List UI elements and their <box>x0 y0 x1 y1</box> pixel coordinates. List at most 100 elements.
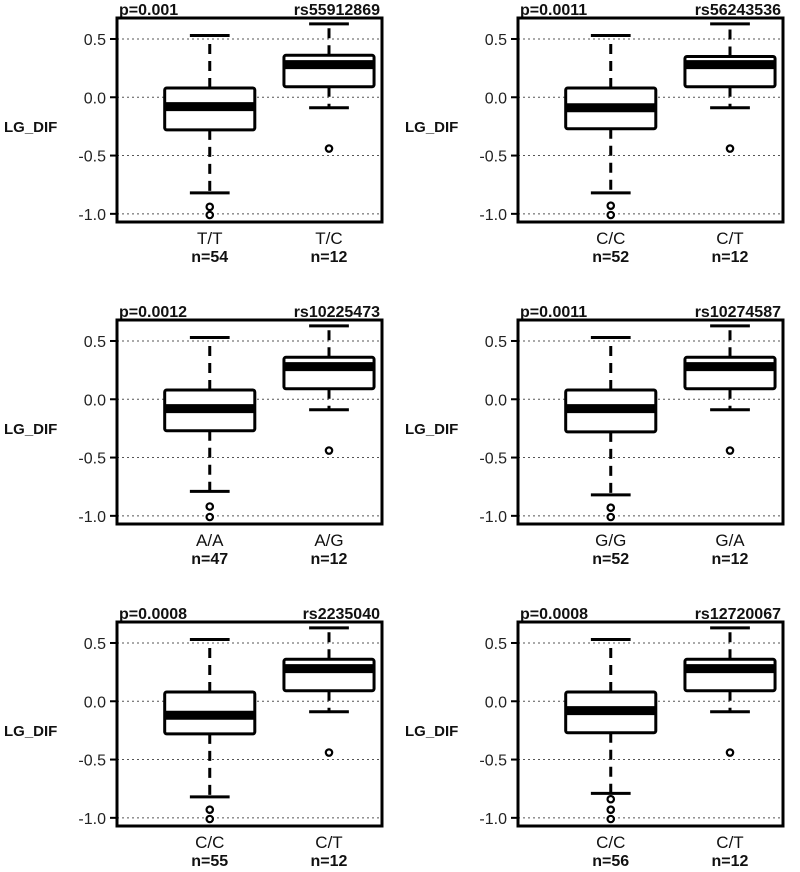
outlier-point <box>606 794 616 804</box>
iqr-box <box>282 355 376 391</box>
p-value-label: p=0.0012 <box>119 304 187 321</box>
box-group-A-A: A/An=47 <box>163 335 257 568</box>
p-value-label: p=0.0011 <box>520 2 587 19</box>
snp-id-label: rs10274587 <box>695 304 781 321</box>
y-tick-label: 0.0 <box>84 694 106 711</box>
plot-frame <box>115 620 384 828</box>
y-tick-label: 0.5 <box>84 636 106 653</box>
outlier-point <box>606 201 616 210</box>
y-axis-label: LG_DIF <box>405 421 458 438</box>
boxplot-panel-4: 0.5 0.0 -0.5 -1.0 LG_DIF p=0.0011 rs10274587 G/… <box>405 304 785 568</box>
y-tick-label: 0.0 <box>485 90 507 107</box>
outlier-point <box>324 144 334 153</box>
sample-size-label: n=12 <box>712 551 749 568</box>
box-group-C-C: C/Cn=52 <box>564 33 658 266</box>
genotype-label: T/C <box>315 229 342 248</box>
outlier-point <box>725 446 735 455</box>
sample-size-label: n=12 <box>712 249 749 266</box>
y-tick-label: -1.0 <box>479 207 507 224</box>
outlier-point <box>205 805 215 814</box>
iqr-box <box>683 657 777 693</box>
genotype-label: T/T <box>197 229 223 248</box>
genotype-label: C/C <box>596 229 625 248</box>
box-group-A-G: A/Gn=12 <box>282 324 376 568</box>
outlier-point <box>324 446 334 455</box>
y-tick-label: 0.0 <box>84 392 106 409</box>
snp-id-label: rs55912869 <box>294 2 380 19</box>
p-value-label: p=0.001 <box>119 2 178 19</box>
outlier-point <box>324 748 334 757</box>
snp-id-label: rs12720067 <box>695 606 781 623</box>
y-axis-label: LG_DIF <box>4 119 57 136</box>
y-tick-label: -1.0 <box>78 811 106 828</box>
box-group-C-C: C/Cn=55 <box>163 637 257 870</box>
outlier-point <box>205 502 215 511</box>
outlier-point <box>606 512 616 522</box>
y-tick-label: -0.5 <box>78 451 106 468</box>
y-axis-label: LG_DIF <box>4 421 57 438</box>
sample-size-label: n=52 <box>592 551 629 568</box>
box-group-C-T: C/Tn=12 <box>683 22 777 266</box>
p-value-label: p=0.0011 <box>520 304 587 321</box>
boxplot-panel-6: 0.5 0.0 -0.5 -1.0 LG_DIF p=0.0008 rs12720067 C/… <box>405 606 785 870</box>
snp-id-label: rs56243536 <box>695 2 781 19</box>
p-value-label: p=0.0008 <box>119 606 187 623</box>
iqr-box <box>282 53 376 89</box>
iqr-box <box>683 355 777 391</box>
genotype-label: C/C <box>596 833 625 852</box>
y-tick-label: -1.0 <box>78 207 106 224</box>
box-group-G-G: G/Gn=52 <box>564 335 658 568</box>
outlier-point <box>725 144 735 153</box>
y-tick-label: 0.5 <box>84 334 106 351</box>
genotype-label: C/T <box>716 229 743 248</box>
genotype-label: A/G <box>314 531 343 550</box>
sample-size-label: n=12 <box>311 853 348 870</box>
y-axis-label: LG_DIF <box>405 723 458 740</box>
outlier-point <box>205 202 215 212</box>
sample-size-label: n=12 <box>712 853 749 870</box>
boxplot-panel-3: 0.5 0.0 -0.5 -1.0 LG_DIF p=0.0012 rs10225473 A/… <box>4 304 384 568</box>
y-tick-label: 0.5 <box>485 636 507 653</box>
plot-frame <box>516 318 785 526</box>
y-tick-label: -1.0 <box>479 811 507 828</box>
plot-frame <box>516 620 785 828</box>
y-tick-label: 0.0 <box>84 90 106 107</box>
y-tick-label: 0.5 <box>84 32 106 49</box>
sample-size-label: n=47 <box>191 551 228 568</box>
p-value-label: p=0.0008 <box>520 606 588 623</box>
genotype-label: A/A <box>196 531 224 550</box>
y-tick-label: -1.0 <box>78 509 106 526</box>
sample-size-label: n=52 <box>592 249 629 266</box>
box-group-T-C: T/Cn=12 <box>282 22 376 266</box>
plot-frame <box>115 318 384 526</box>
box-group-C-T: C/Tn=12 <box>282 626 376 870</box>
iqr-box <box>282 657 376 693</box>
outlier-point <box>606 210 616 220</box>
genotype-label: G/G <box>595 531 626 550</box>
outlier-point <box>725 748 735 757</box>
box-group-T-T: T/Tn=54 <box>163 33 257 266</box>
genotype-label: C/C <box>195 833 224 852</box>
y-tick-label: 0.5 <box>485 32 507 49</box>
y-tick-label: 0.0 <box>485 694 507 711</box>
sample-size-label: n=54 <box>191 249 228 266</box>
genotype-label: G/A <box>715 531 745 550</box>
sample-size-label: n=12 <box>311 551 348 568</box>
box-group-C-T: C/Tn=12 <box>683 626 777 870</box>
genotype-label: C/T <box>716 833 743 852</box>
box-group-G-A: G/An=12 <box>683 324 777 568</box>
outlier-point <box>205 814 215 824</box>
boxplot-panel-1: 0.5 0.0 -0.5 -1.0 LG_DIF p=0.001 rs55912869 T/T… <box>4 2 384 266</box>
y-axis-label: LG_DIF <box>4 723 57 740</box>
plot-frame <box>516 16 785 224</box>
outlier-point <box>205 210 215 220</box>
y-tick-label: -0.5 <box>479 149 507 166</box>
sample-size-label: n=55 <box>191 853 228 870</box>
box-group-C-C: C/Cn=56 <box>564 637 658 870</box>
y-axis-label: LG_DIF <box>405 119 458 136</box>
y-tick-label: -1.0 <box>479 509 507 526</box>
outlier-point <box>205 512 215 522</box>
y-tick-label: 0.5 <box>485 334 507 351</box>
sample-size-label: n=12 <box>311 249 348 266</box>
